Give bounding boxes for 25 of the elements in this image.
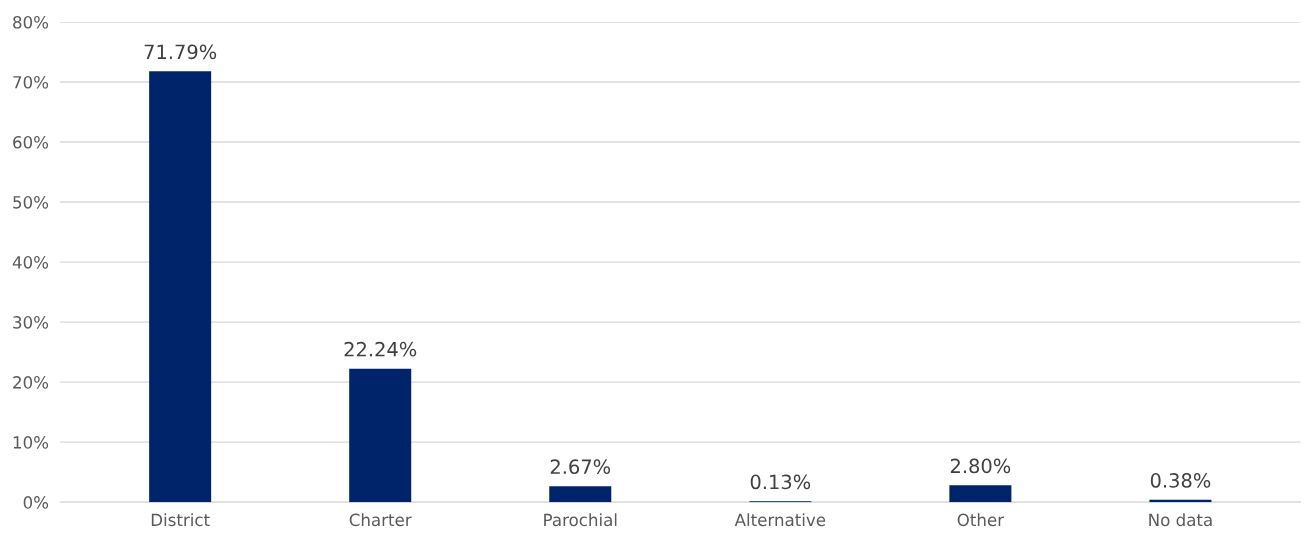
x-tick-label: Alternative <box>734 513 826 527</box>
bar <box>549 486 612 503</box>
x-tick-label: Parochial <box>544 513 617 527</box>
data-label: 2.80% <box>950 458 1011 474</box>
y-tick-label: 0% <box>23 496 49 509</box>
data-label: 2.67% <box>550 459 611 475</box>
y-tick-label: 60% <box>13 136 49 149</box>
y-tick-label: 70% <box>13 75 49 89</box>
data-label: 71.79% <box>144 44 217 60</box>
x-tick-label: District <box>151 513 210 527</box>
y-tick-label: 50% <box>13 196 49 209</box>
bar <box>949 485 1012 503</box>
y-tick-label: 40% <box>12 256 49 269</box>
y-tick-label: 10% <box>13 436 49 449</box>
bar <box>349 368 412 503</box>
y-tick-label: 30% <box>13 316 49 329</box>
y-tick-label: 80% <box>13 15 49 29</box>
x-tick-label: No data <box>1149 513 1212 527</box>
y-tick-label: 20% <box>13 376 49 389</box>
bar <box>149 71 212 503</box>
x-tick-label: Other <box>957 513 1005 527</box>
data-label: 22.24% <box>344 341 417 357</box>
x-tick-label: Charter <box>349 513 412 527</box>
data-label: 0.38% <box>1150 473 1211 488</box>
data-label: 0.13% <box>750 474 811 490</box>
